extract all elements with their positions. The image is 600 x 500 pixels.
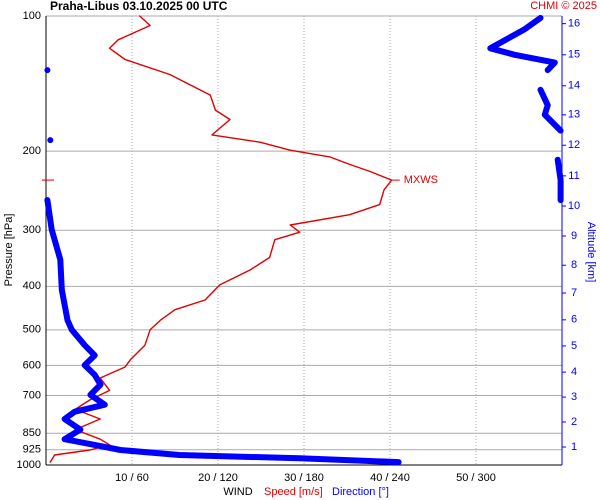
y-axis-label: Pressure [hPa] bbox=[3, 214, 15, 287]
x-tick-label: 10 / 60 bbox=[115, 472, 149, 484]
y-tick-label: 925 bbox=[23, 444, 41, 456]
altitude-tick-label: 13 bbox=[568, 109, 580, 121]
y-tick-label: 100 bbox=[23, 10, 41, 22]
y-tick-label: 850 bbox=[23, 427, 41, 439]
y-tick-label: 700 bbox=[23, 389, 41, 401]
x-axis-label: WIND bbox=[223, 486, 252, 498]
direction-line bbox=[44, 14, 564, 466]
altitude-tick-label: 16 bbox=[568, 18, 580, 30]
legend-direction: Direction [°] bbox=[332, 486, 389, 498]
altitude-tick-label: 6 bbox=[571, 314, 577, 326]
altitude-tick-label: 7 bbox=[571, 287, 577, 299]
altitude-tick-label: 10 bbox=[568, 200, 580, 212]
altitude-tick-label: 4 bbox=[571, 366, 577, 378]
x-tick-label: 30 / 180 bbox=[284, 472, 324, 484]
y-tick-label: 400 bbox=[23, 280, 41, 292]
legend-speed: Speed [m/s] bbox=[264, 486, 323, 498]
altitude-tick-label: 8 bbox=[571, 259, 577, 271]
altitude-tick-label: 3 bbox=[571, 391, 577, 403]
altitude-tick-label: 9 bbox=[571, 230, 577, 242]
annotation: MXWS bbox=[404, 174, 438, 186]
altitude-axis-label: Altitude [km] bbox=[585, 222, 597, 283]
altitude-tick-label: 15 bbox=[568, 49, 580, 61]
altitude-tick-label: 1 bbox=[571, 441, 577, 453]
chart-title: Praha-Libus 03.10.2025 00 UTC bbox=[50, 0, 228, 13]
y-tick-label: 1000 bbox=[17, 459, 41, 471]
altitude-tick-label: 5 bbox=[571, 340, 577, 352]
altitude-tick-label: 11 bbox=[568, 170, 579, 182]
altitude-tick-label: 12 bbox=[568, 139, 580, 151]
y-tick-label: 500 bbox=[23, 324, 41, 336]
altitude-tick-label: 2 bbox=[571, 416, 577, 428]
y-tick-label: 300 bbox=[23, 224, 41, 236]
x-tick-label: 20 / 120 bbox=[198, 472, 238, 484]
credit: CHMI © 2025 bbox=[530, 0, 597, 12]
altitude-tick-label: 14 bbox=[568, 80, 580, 92]
y-tick-label: 600 bbox=[23, 359, 41, 371]
y-tick-label: 200 bbox=[23, 145, 41, 157]
x-tick-label: 50 / 300 bbox=[456, 472, 496, 484]
x-tick-label: 40 / 240 bbox=[370, 472, 410, 484]
